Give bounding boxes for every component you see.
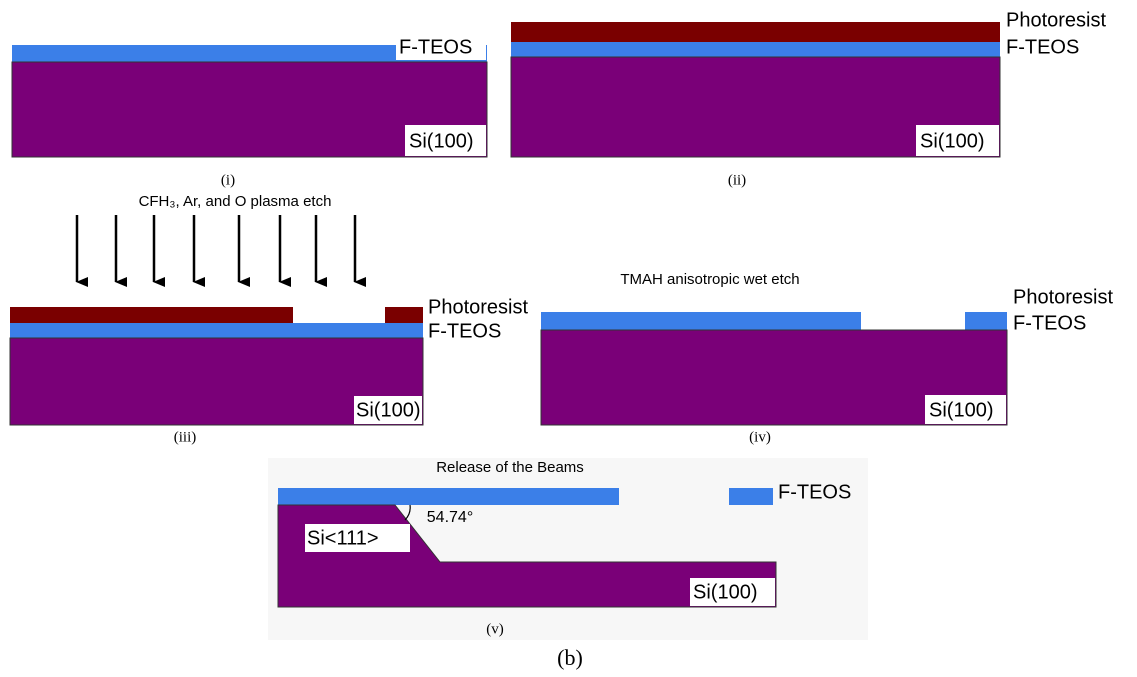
layer-label: Si(100) xyxy=(920,130,984,152)
layer-label: Si(100) xyxy=(356,399,420,421)
caption: (v) xyxy=(486,621,504,637)
f-teos-layer xyxy=(10,323,423,338)
layer-label: Photoresist xyxy=(1006,9,1106,31)
panel-i: F-TEOS Si(100) (i) xyxy=(12,36,487,188)
figure-label: (b) xyxy=(557,645,583,670)
process-label: Release of the Beams xyxy=(436,459,584,476)
layer-label: Si(100) xyxy=(409,130,473,152)
layer-label: F-TEOS xyxy=(1013,312,1086,334)
layer-label: F-TEOS xyxy=(1006,36,1079,58)
layer-label: F-TEOS xyxy=(428,320,501,342)
f-teos-layer xyxy=(965,312,1007,330)
panel-ii: Photoresist F-TEOS Si(100) (ii) xyxy=(511,9,1106,188)
panel-iii: CFH₃, Ar, and O plasma etch Photoresist … xyxy=(10,193,528,445)
etch-arrows xyxy=(77,215,355,282)
f-teos-beam xyxy=(278,488,619,505)
angle-label: 54.74° xyxy=(427,509,473,526)
photoresist-layer xyxy=(10,307,293,323)
panel-iv: TMAH anisotropic wet etch Photoresist F-… xyxy=(541,271,1113,445)
caption: (i) xyxy=(221,172,235,188)
process-label: TMAH anisotropic wet etch xyxy=(620,271,799,288)
panel-v: Release of the Beams F-TEOS Si<111> 54.7… xyxy=(268,458,868,640)
process-label: CFH₃, Ar, and O plasma etch xyxy=(139,193,332,210)
layer-label: F-TEOS xyxy=(778,481,851,503)
caption: (ii) xyxy=(728,172,746,188)
caption: (iv) xyxy=(749,429,771,445)
f-teos-beam xyxy=(729,488,773,505)
f-teos-layer xyxy=(541,312,861,330)
figure: F-TEOS Si(100) (i) Photoresist F-TEOS Si… xyxy=(0,0,1137,677)
photoresist-layer xyxy=(511,22,1000,42)
layer-label: Si(100) xyxy=(929,399,993,421)
layer-label: Photoresist xyxy=(1013,286,1113,308)
photoresist-layer xyxy=(385,307,423,323)
caption: (iii) xyxy=(174,429,197,445)
layer-label: Si<111> xyxy=(307,527,379,549)
layer-label: Photoresist xyxy=(428,296,528,318)
layer-label: F-TEOS xyxy=(399,36,472,58)
f-teos-layer xyxy=(511,42,1000,57)
layer-label: Si(100) xyxy=(693,581,757,603)
